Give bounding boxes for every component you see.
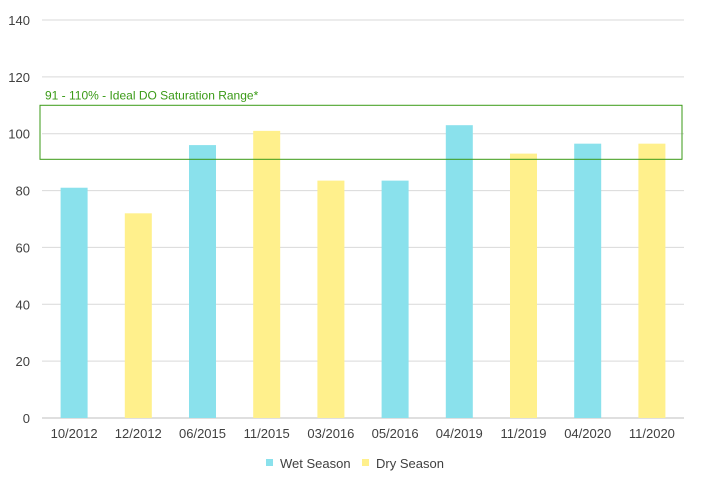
x-axis-ticks: 10/2012 12/2012 06/2015 11/2015 03/2016 05/20…	[51, 426, 675, 441]
ideal-range-box	[39, 104, 683, 160]
bar-11-2015	[253, 130, 281, 418]
x-tick-label: 10/2012	[51, 426, 98, 441]
x-tick-label: 04/2020	[564, 426, 611, 441]
bar-03-2016	[317, 180, 345, 418]
bar-04-2020	[574, 143, 602, 418]
legend-label-dry: Dry Season	[376, 456, 444, 471]
y-tick-label: 140	[8, 13, 30, 28]
y-tick-label: 0	[23, 411, 30, 426]
bar-11-2019	[510, 153, 537, 418]
y-axis-ticks: 0 20 40 60 80 100 120 140	[8, 13, 30, 426]
bar-06-2015	[189, 145, 216, 419]
bar-04-2019	[445, 125, 473, 418]
y-tick-label: 100	[8, 127, 30, 142]
y-tick-label: 20	[16, 354, 30, 369]
x-tick-label: 12/2012	[115, 426, 162, 441]
y-tick-label: 80	[16, 184, 30, 199]
x-tick-label: 11/2015	[244, 426, 290, 441]
x-tick-label: 06/2015	[179, 426, 226, 441]
bar-12-2012	[124, 213, 152, 418]
x-tick-label: 05/2016	[372, 426, 419, 441]
x-tick-label: 04/2019	[436, 426, 483, 441]
y-tick-label: 60	[16, 240, 30, 255]
y-tick-label: 40	[16, 297, 30, 312]
x-tick-label: 11/2019	[500, 426, 546, 441]
x-tick-label: 03/2016	[307, 426, 354, 441]
y-tick-label: 120	[8, 70, 30, 85]
legend-swatch-dry	[362, 459, 369, 466]
ideal-range-label: 91 - 110% - Ideal DO Saturation Range*	[45, 88, 259, 102]
bar-10-2012	[60, 187, 88, 418]
x-tick-label: 11/2020	[629, 426, 675, 441]
bar-11-2020	[638, 143, 666, 418]
legend-swatch-wet	[266, 459, 273, 466]
bars	[60, 125, 666, 419]
legend-label-wet: Wet Season	[280, 456, 351, 471]
bar-05-2016	[381, 180, 409, 418]
legend: Wet Season Dry Season	[266, 456, 444, 471]
